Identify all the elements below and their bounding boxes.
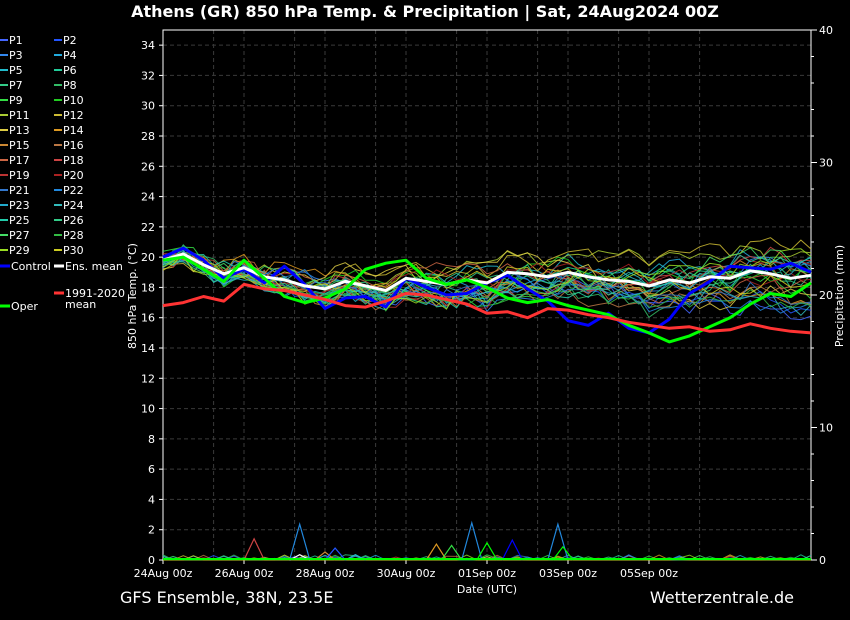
y-axis-label: 850 hPa Temp. (°C) [126, 243, 139, 349]
x-tick-label: 28Aug 00z [296, 567, 355, 580]
y-tick-label: 26 [141, 160, 155, 173]
precip-spike [461, 520, 483, 561]
precip-spike [552, 545, 574, 561]
y2-tick-label: 0 [819, 554, 826, 567]
y-tick-label: 28 [141, 130, 155, 143]
legend-label: P5 [9, 64, 23, 77]
y-tick-label: 32 [141, 69, 155, 82]
y-tick-label: 8 [148, 433, 155, 446]
legend-label: P17 [9, 154, 30, 167]
legend-label: P12 [63, 109, 84, 122]
x-axis-label: Date (UTC) [457, 583, 517, 596]
y2-tick-label: 20 [819, 289, 833, 302]
series-line [162, 252, 812, 292]
legend-label: Oper [11, 300, 38, 313]
ensemble-member-line [162, 244, 812, 312]
legend-label: P23 [9, 199, 30, 212]
legend-label: P7 [9, 79, 23, 92]
y-tick-label: 24 [141, 191, 155, 204]
legend-label: Ens. mean [65, 260, 123, 273]
legend-label: P26 [63, 214, 84, 227]
y-tick-label: 20 [141, 251, 155, 264]
x-tick-label: 26Aug 00z [215, 567, 274, 580]
y-tick-label: 30 [141, 100, 155, 113]
y2-tick-label: 10 [819, 422, 833, 435]
source-credit: Wetterzentrale.de [649, 588, 794, 607]
y-tick-label: 4 [148, 493, 155, 506]
precip-spike [314, 551, 336, 561]
legend-label: P18 [63, 154, 84, 167]
legend-label: 1991-2020 mean [65, 287, 125, 311]
legend-label: P6 [63, 64, 77, 77]
legend-label: P16 [63, 139, 84, 152]
precip-spike [289, 521, 311, 561]
chart-title: Athens (GR) 850 hPa Temp. & Precipitatio… [131, 2, 719, 21]
legend-label: P24 [63, 199, 84, 212]
y2-tick-label: 30 [819, 157, 833, 170]
x-tick-label: 05Sep 00z [620, 567, 678, 580]
model-info: GFS Ensemble, 38N, 23.5E [120, 588, 334, 607]
legend-label: P9 [9, 94, 23, 107]
ensemble-member-line [162, 253, 812, 306]
legend-label: P4 [63, 49, 77, 62]
precip-spike [501, 538, 523, 561]
y-tick-label: 0 [148, 554, 155, 567]
legend-label: P30 [63, 244, 84, 257]
y2-axis-label: Precipitation (mm) [833, 245, 846, 347]
y-tick-label: 2 [148, 524, 155, 537]
legend-label: P22 [63, 184, 84, 197]
legend-label: P2 [63, 34, 77, 47]
series-line [162, 282, 812, 335]
precip-spike [324, 547, 346, 561]
legend-label: P21 [9, 184, 30, 197]
y-tick-label: 14 [141, 342, 155, 355]
y-tick-label: 6 [148, 463, 155, 476]
legend-label: P10 [63, 94, 84, 107]
legend-label: Control [11, 260, 51, 273]
y-tick-label: 34 [141, 39, 155, 52]
legend-label: P14 [63, 124, 84, 137]
legend-label: P1 [9, 34, 23, 47]
y-tick-label: 10 [141, 403, 155, 416]
precip-spike [425, 542, 448, 561]
y2-tick-label: 40 [819, 24, 833, 37]
precip-spike [243, 537, 265, 561]
y-tick-label: 16 [141, 312, 155, 325]
legend-label: P20 [63, 169, 84, 182]
ensemble-member-line [162, 247, 812, 299]
x-tick-label: 30Aug 00z [377, 567, 436, 580]
y-tick-label: 22 [141, 221, 155, 234]
precip-spike [440, 544, 463, 561]
x-tick-label: 03Sep 00z [539, 567, 597, 580]
x-tick-label: 01Sep 00z [458, 567, 516, 580]
ensemble-member-line [162, 248, 812, 311]
legend-label: P3 [9, 49, 23, 62]
legend-label: P15 [9, 139, 30, 152]
legend-label: P11 [9, 109, 30, 122]
legend-label: P19 [9, 169, 30, 182]
legend-label: P28 [63, 229, 84, 242]
y-tick-label: 18 [141, 281, 155, 294]
x-tick-label: 24Aug 00z [134, 567, 193, 580]
legend-label: P8 [63, 79, 77, 92]
legend-label: P27 [9, 229, 30, 242]
legend-label: P13 [9, 124, 30, 137]
legend-label: P25 [9, 214, 30, 227]
precip-spike [476, 541, 498, 561]
legend-label: P29 [9, 244, 30, 257]
ensemble-member-line [162, 252, 812, 296]
y-tick-label: 12 [141, 372, 155, 385]
